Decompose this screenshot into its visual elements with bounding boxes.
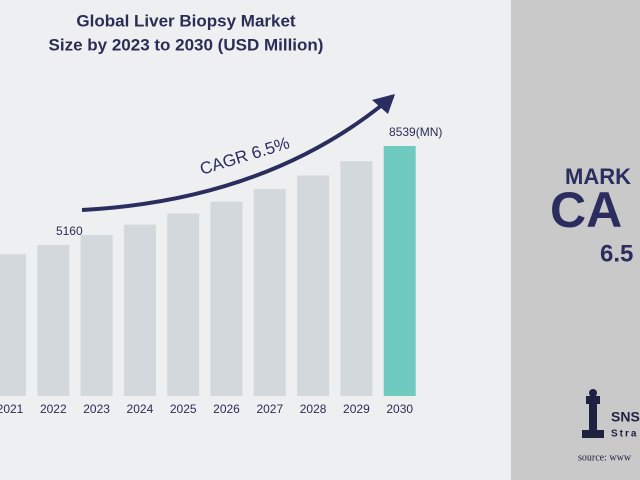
x-tick-label: 2023	[83, 402, 110, 416]
side-cagr: CA	[550, 182, 622, 238]
x-tick-label: 2030	[386, 402, 413, 416]
x-tick-label: 2029	[343, 402, 370, 416]
bar	[297, 175, 330, 396]
source-note: source: www	[578, 452, 632, 463]
x-tick-label: 2025	[170, 402, 197, 416]
bar	[37, 244, 70, 396]
x-tick-label: 2021	[0, 402, 24, 416]
x-tick-label: 2022	[40, 402, 67, 416]
side-heading: MARK	[565, 164, 631, 189]
value-label: 8539(MN)	[389, 125, 442, 139]
x-tick-label: 2024	[127, 402, 154, 416]
value-label: 5160	[56, 224, 83, 238]
logo-icon	[582, 389, 604, 438]
side-panel	[511, 0, 640, 480]
bar	[0, 254, 26, 396]
brand-name: SNS	[611, 409, 640, 425]
x-tick-label: 2026	[213, 402, 240, 416]
bar	[167, 213, 200, 396]
bar	[80, 235, 113, 396]
brand-sub: Stra	[611, 429, 638, 440]
side-value: 6.5	[600, 240, 633, 267]
chart-title: Global Liver Biopsy Market	[76, 11, 296, 30]
x-tick-label: 2028	[300, 402, 327, 416]
x-tick-label: 2027	[256, 402, 283, 416]
arrow-head	[372, 94, 395, 114]
chart-title: Size by 2023 to 2030 (USD Million)	[49, 35, 324, 54]
bar	[123, 224, 156, 396]
trend-arrow	[81, 94, 395, 212]
bar	[253, 189, 286, 396]
bar	[340, 161, 373, 396]
bar	[210, 201, 243, 396]
bar	[383, 146, 416, 396]
